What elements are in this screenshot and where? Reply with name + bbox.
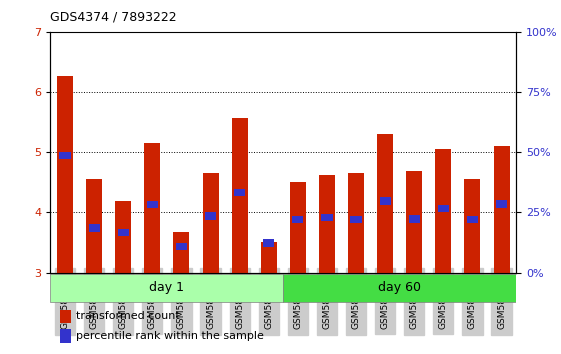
Bar [232,118,247,273]
Bar [438,205,449,212]
Bar [234,189,245,196]
Bar [57,76,73,273]
Text: transformed count: transformed count [76,311,180,321]
Bar [319,175,335,273]
Bar [292,216,304,223]
Bar [494,146,509,273]
Bar [321,214,333,221]
Bar [465,179,480,273]
Bar [89,224,100,232]
Bar [408,215,420,223]
Bar [118,229,129,236]
Bar [176,243,187,250]
Bar [377,134,393,273]
Text: GDS4374 / 7893222: GDS4374 / 7893222 [50,10,177,23]
Bar [144,143,160,273]
Bar [435,149,452,273]
Bar [380,197,391,205]
Bar [496,200,507,207]
Bar [59,152,71,159]
Bar [60,310,71,323]
Bar [173,232,190,273]
Bar [115,201,131,273]
Text: time: time [0,353,1,354]
Bar [60,330,71,343]
Bar [406,171,422,273]
Bar [261,242,277,273]
Bar [263,239,274,247]
Bar [147,201,158,208]
Bar [205,212,216,219]
Bar [351,216,362,223]
Text: day 1: day 1 [149,281,185,294]
Bar [203,173,219,273]
Text: percentile rank within the sample: percentile rank within the sample [76,331,264,341]
Bar [290,182,306,273]
FancyBboxPatch shape [50,274,283,302]
Bar [348,173,364,273]
Bar [467,216,478,223]
FancyBboxPatch shape [283,274,516,302]
Text: day 60: day 60 [378,281,421,294]
Bar [86,179,102,273]
